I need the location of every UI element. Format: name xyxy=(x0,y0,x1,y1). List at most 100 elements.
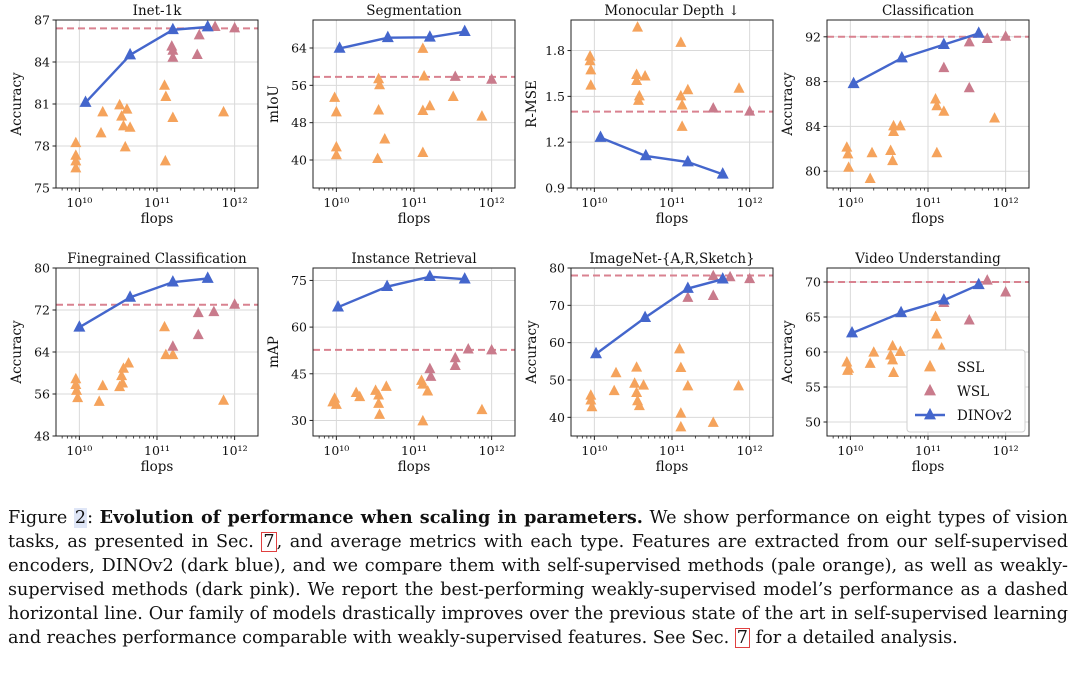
x-tick-label: 10¹⁰ xyxy=(66,195,92,210)
x-axis-label: flops xyxy=(398,459,431,475)
caption-figure-number[interactable]: 2 xyxy=(73,508,88,528)
y-tick-label: 1.5 xyxy=(545,89,565,104)
ssl-point xyxy=(584,54,596,66)
wsl-point xyxy=(449,70,461,81)
grid xyxy=(827,20,1029,188)
ssl-point xyxy=(116,110,128,121)
ssl-point xyxy=(608,384,620,396)
y-tick-label: 92 xyxy=(805,29,821,44)
y-tick-label: 84 xyxy=(805,119,821,134)
ssl-point xyxy=(159,154,171,166)
wsl-point xyxy=(229,298,241,309)
ssl-point xyxy=(160,90,172,101)
y-tick-label: 60 xyxy=(291,320,307,335)
ssl-point xyxy=(330,140,342,152)
x-tick-label: 10¹¹ xyxy=(659,443,685,458)
subplot-6: 30 45 60 75 10¹⁰ 10¹¹ 10¹² Instance Retrieval fl… xyxy=(266,251,516,475)
y-tick-label: 87 xyxy=(34,13,50,28)
ssl-point xyxy=(843,362,855,373)
y-tick-label: 50 xyxy=(549,373,565,388)
x-axis-label: flops xyxy=(912,211,945,227)
wsl-point xyxy=(229,21,241,33)
dinov2-point xyxy=(972,26,985,38)
ssl-point xyxy=(631,74,643,86)
x-tick-label: 10¹⁰ xyxy=(323,443,349,458)
ssl-point xyxy=(374,408,386,419)
y-tick-label: 56 xyxy=(291,78,307,93)
dinov2-point xyxy=(166,275,179,287)
x-tick-label: 10¹⁰ xyxy=(837,195,863,210)
subplot-title: Monocular Depth ↓ xyxy=(604,3,739,19)
subplot-3: 0.9 1.2 1.5 1.8 10¹⁰ 10¹¹ 10¹² Monocular Depth … xyxy=(524,3,774,227)
dinov2-point xyxy=(847,76,860,89)
legend-label-dinov2: DINOv2 xyxy=(957,408,1012,424)
x-tick-label: 10¹² xyxy=(737,195,763,210)
ssl-point xyxy=(864,357,876,368)
x-tick-label: 10¹⁰ xyxy=(581,195,607,210)
ssl-point xyxy=(159,320,171,332)
plot-area xyxy=(571,21,773,179)
x-tick-label: 10¹¹ xyxy=(401,443,427,458)
legend-marker-ssl xyxy=(924,359,936,372)
x-tick-label: 10¹² xyxy=(479,443,505,458)
dinov2-point xyxy=(79,95,92,107)
y-tick-label: 48 xyxy=(291,115,307,130)
wsl-point xyxy=(462,343,474,354)
y-tick-label: 75 xyxy=(291,273,307,288)
ssl-point xyxy=(989,112,1001,123)
ssl-point xyxy=(159,79,171,90)
plot-area xyxy=(56,271,258,406)
legend-label-ssl: SSL xyxy=(957,360,984,376)
legend-marker-dinov2 xyxy=(924,407,936,420)
y-tick-label: 72 xyxy=(34,303,50,318)
ssl-point xyxy=(610,366,622,378)
grid xyxy=(571,20,773,189)
caption-text-1: We show performance on eight types of vi… xyxy=(8,508,1068,552)
x-tick-label: 10¹¹ xyxy=(659,195,685,210)
ssl-point xyxy=(422,385,434,396)
dinov2-point xyxy=(166,22,179,35)
ssl-point xyxy=(374,78,386,90)
ssl-point xyxy=(843,161,855,172)
subplot-title: Segmentation xyxy=(366,3,462,19)
wsl-point xyxy=(486,73,498,84)
y-axis-label: mIoU xyxy=(266,85,282,123)
ssl-point xyxy=(676,120,688,131)
subplot-8: 50 55 60 65 70 10¹⁰ 10¹¹ 10¹² Video Understandin… xyxy=(780,251,1030,475)
x-tick-label: 10¹¹ xyxy=(915,443,941,458)
plot-area xyxy=(56,20,258,173)
plot-area xyxy=(827,26,1029,184)
ssl-point xyxy=(632,21,644,32)
x-tick-label: 10¹⁰ xyxy=(581,443,607,458)
subplot-7: 40 50 60 70 80 10¹⁰ 10¹¹ 10¹² ImageNet-{A,R,Sket… xyxy=(524,251,774,475)
y-tick-label: 75 xyxy=(34,181,50,196)
ssl-point xyxy=(931,328,943,339)
ssl-point xyxy=(114,98,126,110)
ssl-point xyxy=(417,378,429,389)
ssl-point xyxy=(733,82,745,93)
x-tick-label: 10¹⁰ xyxy=(323,195,349,210)
ssl-point xyxy=(373,72,385,84)
y-tick-label: 78 xyxy=(34,139,50,154)
wsl-point xyxy=(707,102,719,113)
caption-title: Evolution of performance when scaling in… xyxy=(99,507,643,528)
ssl-point xyxy=(447,90,459,101)
y-tick-label: 56 xyxy=(34,387,50,402)
ssl-point xyxy=(675,407,687,418)
ssl-point xyxy=(418,69,430,81)
y-axis-label: mAP xyxy=(266,336,282,368)
caption-section-ref-1[interactable]: 7 xyxy=(261,532,277,552)
ssl-point xyxy=(675,361,687,373)
dinov2-point xyxy=(937,37,950,49)
ssl-point xyxy=(330,148,342,160)
plot-area xyxy=(571,269,773,432)
x-tick-label: 10¹² xyxy=(737,443,763,458)
x-tick-label: 10¹² xyxy=(993,443,1019,458)
caption-text-3: for a detailed analysis. xyxy=(755,628,958,648)
caption-section-ref-2[interactable]: 7 xyxy=(734,628,750,648)
y-axis-label: Accuracy xyxy=(524,320,540,385)
dinov2-point xyxy=(639,310,652,322)
wsl-point xyxy=(963,81,975,93)
ssl-point xyxy=(70,161,82,173)
ssl-point xyxy=(733,379,745,391)
